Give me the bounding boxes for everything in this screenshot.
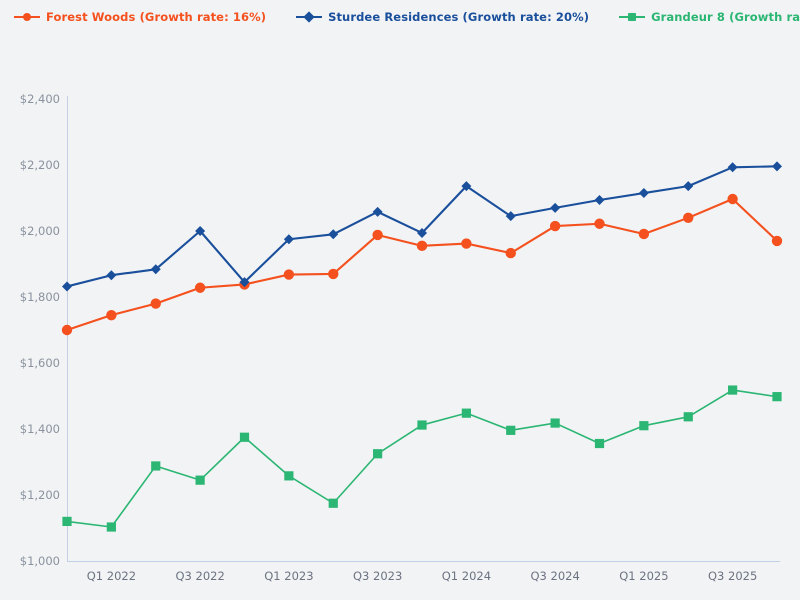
x-tick-label: Q1 2024 <box>441 569 492 583</box>
data-point-marker[interactable] <box>150 264 161 275</box>
data-point-marker[interactable] <box>550 202 561 213</box>
y-tick-label: $2,000 <box>19 224 60 238</box>
data-point-marker[interactable] <box>728 385 738 395</box>
x-tick-label: Q1 2022 <box>86 569 137 583</box>
x-tick-label: Q3 2025 <box>707 569 758 583</box>
data-point-marker[interactable] <box>594 194 605 205</box>
legend-item-forest_woods[interactable]: Forest Woods (Growth rate: 16%) <box>14 10 266 24</box>
data-point-marker[interactable] <box>328 229 339 240</box>
y-tick-label: $1,200 <box>19 488 60 502</box>
y-tick-label: $1,000 <box>19 554 60 568</box>
data-point-marker[interactable] <box>505 211 516 222</box>
data-point-marker[interactable] <box>771 235 783 247</box>
data-point-marker[interactable] <box>727 162 738 173</box>
y-tick-label: $1,400 <box>19 422 60 436</box>
data-point-marker[interactable] <box>239 432 250 442</box>
data-point-marker[interactable] <box>106 522 116 532</box>
data-point-marker[interactable] <box>372 229 383 241</box>
y-tick-label: $1,800 <box>19 290 60 304</box>
data-point-marker[interactable] <box>638 228 650 240</box>
data-point-marker[interactable] <box>417 420 427 430</box>
data-point-marker[interactable] <box>550 418 560 428</box>
data-point-marker[interactable] <box>683 212 694 223</box>
x-axis-line <box>67 561 780 563</box>
legend-marker-square-icon <box>619 11 646 23</box>
series-line <box>65 197 779 332</box>
data-point-marker[interactable] <box>328 498 338 508</box>
data-point-marker[interactable] <box>195 475 205 485</box>
legend-item-sturdee_residences[interactable]: Sturdee Residences (Growth rate: 20%) <box>296 10 589 24</box>
chart-legend: Forest Woods (Growth rate: 16%) Sturdee R… <box>0 0 800 34</box>
y-tick-label: $2,200 <box>19 158 60 172</box>
legend-marker-circle-icon <box>14 11 40 23</box>
data-point-marker[interactable] <box>461 408 471 418</box>
data-point-marker[interactable] <box>328 268 339 280</box>
legend-symbol-circle-icon <box>23 13 31 21</box>
data-point-marker[interactable] <box>372 206 383 217</box>
data-point-marker[interactable] <box>683 181 694 192</box>
y-tick-label: $2,400 <box>19 92 60 106</box>
data-point-marker[interactable] <box>461 238 472 249</box>
legend-item-grandeur_8[interactable]: Grandeur 8 (Growth rate: 34%) <box>619 10 800 24</box>
legend-label: Sturdee Residences (Growth rate: 20%) <box>328 10 590 24</box>
data-point-marker[interactable] <box>194 282 206 293</box>
series-forest_woods <box>61 193 783 336</box>
data-point-marker[interactable] <box>772 392 782 402</box>
data-point-marker[interactable] <box>284 471 294 481</box>
x-tick-label: Q1 2025 <box>619 569 669 583</box>
data-point-marker[interactable] <box>61 324 73 336</box>
data-point-marker[interactable] <box>239 277 250 288</box>
series-line <box>65 165 779 288</box>
legend-symbol-square-icon <box>628 13 637 21</box>
x-tick-label: Q3 2023 <box>352 569 403 583</box>
data-point-marker[interactable] <box>506 425 516 435</box>
data-point-marker[interactable] <box>106 309 117 321</box>
legend-marker-diamond-icon <box>296 11 323 23</box>
series-sturdee_residences <box>62 161 782 292</box>
x-tick-label: Q1 2023 <box>264 569 314 583</box>
data-point-marker[interactable] <box>195 226 206 236</box>
data-point-marker[interactable] <box>549 220 561 232</box>
series-line <box>66 389 778 528</box>
x-tick-label: Q3 2022 <box>175 569 225 583</box>
data-point-marker[interactable] <box>283 234 294 245</box>
data-point-marker[interactable] <box>639 421 649 431</box>
data-point-marker[interactable] <box>416 240 428 252</box>
data-point-marker[interactable] <box>727 193 738 205</box>
data-point-marker[interactable] <box>150 298 161 309</box>
data-point-marker[interactable] <box>151 461 161 471</box>
data-point-marker[interactable] <box>106 270 117 281</box>
data-point-marker[interactable] <box>62 281 72 292</box>
legend-label: Grandeur 8 (Growth rate: 34%) <box>651 10 800 24</box>
data-point-marker[interactable] <box>594 218 605 229</box>
data-point-marker[interactable] <box>683 412 693 422</box>
data-point-marker[interactable] <box>62 516 72 526</box>
x-tick-label: Q3 2024 <box>530 569 580 583</box>
data-point-marker[interactable] <box>638 188 649 199</box>
legend-label: Forest Woods (Growth rate: 16%) <box>46 10 267 24</box>
data-point-marker[interactable] <box>373 449 383 459</box>
y-tick-label: $1,600 <box>19 356 60 370</box>
series-grandeur_8 <box>62 385 782 532</box>
data-point-marker[interactable] <box>461 181 472 192</box>
data-point-marker[interactable] <box>505 247 516 259</box>
data-point-marker[interactable] <box>283 269 295 280</box>
data-point-marker[interactable] <box>594 438 605 449</box>
data-point-marker[interactable] <box>772 161 782 172</box>
data-point-marker[interactable] <box>417 227 427 238</box>
